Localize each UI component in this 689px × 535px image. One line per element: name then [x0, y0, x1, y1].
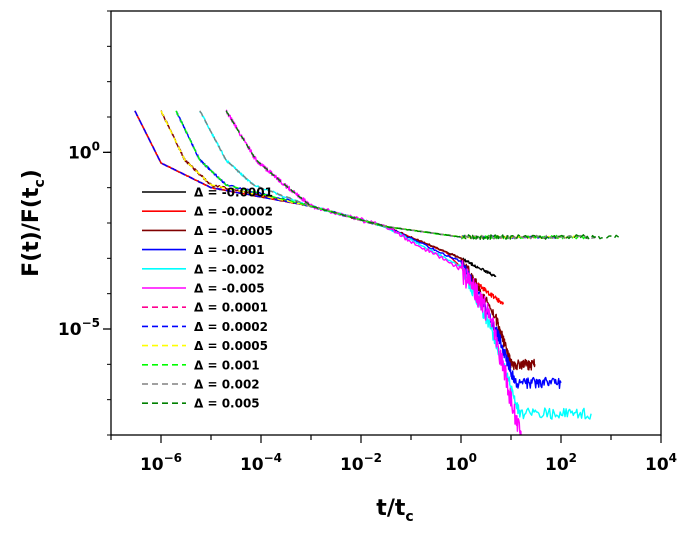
legend-label: Δ = -0.0001	[194, 186, 273, 200]
x-tick-label: 100	[445, 451, 477, 475]
legend-label: Δ = -0.001	[194, 243, 265, 257]
legend-label: Δ = -0.002	[194, 262, 265, 276]
legend-label: Δ = -0.0005	[194, 224, 273, 238]
x-tick-label: 10−6	[140, 451, 182, 475]
legend: Δ = -0.0001 Δ = -0.0002 Δ = -0.0005 Δ = -0.…	[142, 186, 273, 411]
legend-label: Δ = 0.005	[194, 397, 260, 411]
legend-label: Δ = -0.005	[194, 282, 265, 296]
series-line	[225, 110, 620, 240]
y-tick-label: 10−5	[58, 316, 100, 340]
series-line	[175, 110, 586, 240]
x-tick-label: 10−2	[340, 451, 382, 475]
x-tick-label: 102	[545, 451, 577, 475]
legend-label: Δ = 0.0005	[194, 339, 268, 353]
plot-area	[111, 11, 661, 435]
y-axis-title: F(t)/F(tc)	[19, 169, 48, 277]
legend-label: Δ = 0.0001	[194, 301, 268, 315]
x-tick-label: 104	[645, 451, 677, 475]
legend-label: Δ = 0.0002	[194, 320, 268, 334]
legend-label: Δ = 0.002	[194, 378, 260, 392]
x-tick-label: 10−4	[240, 451, 282, 475]
legend-label: Δ = -0.0002	[194, 205, 273, 219]
x-axis-title: t/tc	[376, 496, 413, 525]
series-line	[225, 109, 523, 435]
y-tick-label: 100	[68, 139, 100, 163]
legend-label: Δ = 0.001	[194, 358, 260, 372]
series-line	[199, 110, 597, 240]
